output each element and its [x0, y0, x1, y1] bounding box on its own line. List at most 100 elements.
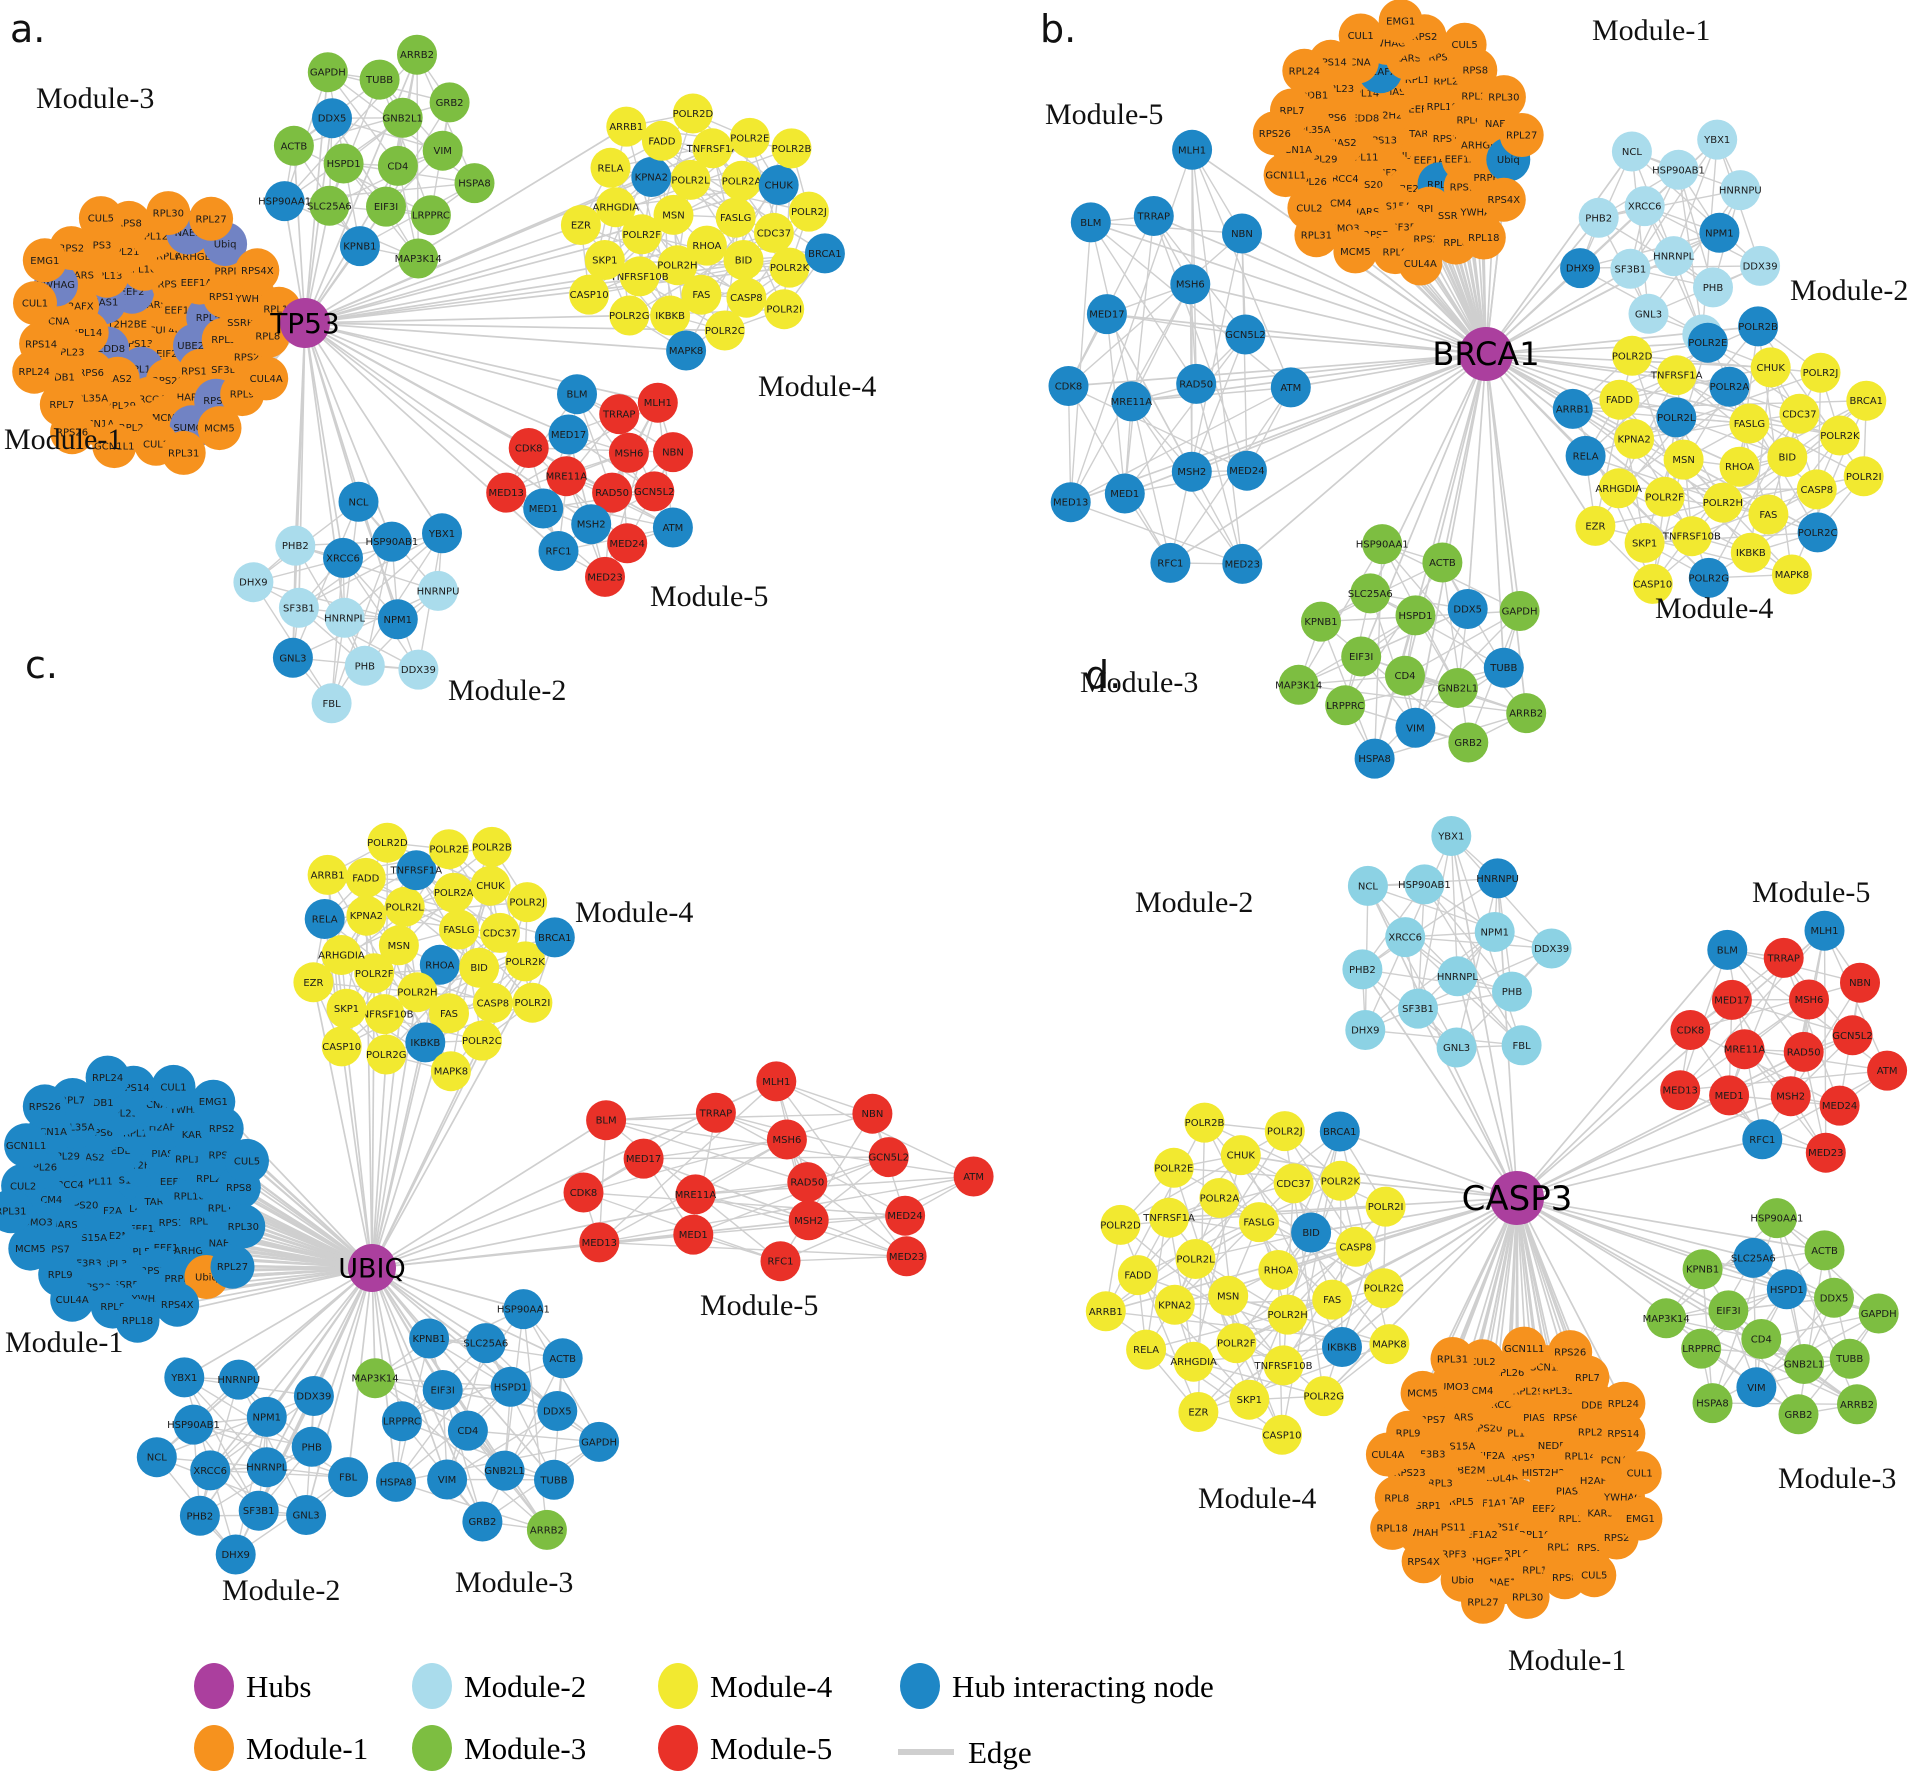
node-label: CUL4B	[1390, 151, 1423, 162]
node-label: SCN1A	[33, 1127, 67, 1138]
node-label: PRPF3	[165, 1274, 196, 1285]
hub-edge	[1339, 1130, 1518, 1199]
edge	[1652, 459, 1685, 585]
node-label: GCN5L2	[1225, 330, 1266, 341]
node-HNRNPU	[218, 1359, 259, 1400]
node-label: RPS3	[208, 1151, 234, 1162]
node-RFC1	[1150, 542, 1191, 583]
node-RELA	[1565, 435, 1606, 476]
node-RPS26	[50, 410, 95, 455]
node-label: POLR2H	[397, 988, 437, 999]
node-EZR	[1178, 1392, 1219, 1432]
node-FAS	[1312, 1279, 1353, 1320]
node-MED23	[1222, 543, 1263, 584]
node-label: MSH6	[1795, 995, 1824, 1006]
node-label: RPL12	[1522, 1566, 1553, 1577]
hub-edge	[1417, 1008, 1518, 1199]
edge	[1090, 221, 1292, 388]
node-TUBB	[1829, 1338, 1870, 1379]
node-label: CUL4B	[148, 326, 181, 337]
node-label: POLR2D	[1100, 1220, 1141, 1231]
node-label: MAPK8	[1775, 570, 1809, 581]
node-label: POLR2E	[730, 133, 769, 144]
node-EZR	[1575, 505, 1616, 546]
node-label: SF3B3	[1414, 1449, 1446, 1460]
node-label: RPS26	[29, 1102, 61, 1113]
node-POLR2L	[1656, 397, 1697, 438]
nodes: RAD50 MRE11A MSH6 MSH2 MED17 GCN5L2 MED1 TRRAP M…	[1048, 0, 1887, 779]
node-RHOA	[1258, 1250, 1299, 1290]
node-TUBB	[1483, 647, 1524, 688]
node-POLR2G	[1303, 1376, 1344, 1417]
node-LRPPRC	[1325, 685, 1366, 726]
node-POLR2B	[1738, 306, 1779, 347]
node-label: GNB2L1	[383, 113, 423, 124]
node-label: SF3B3	[70, 1259, 102, 1270]
node-RHOA	[686, 225, 727, 266]
node-label: RPS11	[1434, 1523, 1466, 1534]
node-label: GNL3	[293, 1511, 320, 1522]
node-label: CHUK	[476, 881, 505, 892]
node-RPL18	[1370, 1505, 1415, 1550]
node-MCM5	[1333, 229, 1378, 274]
node-EIF3I	[1341, 636, 1382, 677]
node-label: RPL18	[1377, 1523, 1408, 1534]
hub-edge	[1516, 1029, 1691, 1199]
node-POLR2C	[1797, 512, 1838, 553]
node-label: RPS4X	[161, 1300, 194, 1311]
node-GRB2	[462, 1501, 503, 1542]
node-label: RPS6	[87, 1128, 113, 1139]
node-MSH2	[571, 504, 612, 545]
hub-edge	[371, 1191, 584, 1269]
node-label: POLR2D	[367, 838, 408, 849]
node-label: POLR2H	[1703, 498, 1743, 509]
edge	[1191, 149, 1292, 388]
node-label: CASP10	[1633, 579, 1672, 590]
node-label: GNL3	[279, 653, 306, 664]
node-label: HSPA8	[1696, 1399, 1728, 1410]
node-label: RPS23	[234, 352, 266, 363]
node-GCN5L2	[1832, 1015, 1873, 1056]
node-label: SUMO3	[1323, 224, 1360, 235]
node-label: PIAS1	[1383, 87, 1412, 98]
node-label: PIAS2	[76, 1153, 105, 1164]
node-RPL27	[1499, 113, 1544, 157]
node-label: RPL29	[105, 401, 136, 412]
hub-edge	[246, 1160, 373, 1269]
hub-edge	[1068, 353, 1487, 387]
node-DDX5	[1814, 1277, 1854, 1318]
node-FBL	[328, 1457, 369, 1498]
node-HSPA8	[1692, 1383, 1733, 1424]
node-RPL18	[115, 1298, 160, 1343]
node-label: RPL3	[1428, 1479, 1453, 1490]
node-label: TARS	[143, 1197, 169, 1208]
hub-edge	[371, 885, 492, 1269]
edge	[1726, 949, 1805, 1053]
node-label: RPS8	[1462, 66, 1488, 77]
hub-edge	[304, 322, 578, 396]
node-label: POLR2A	[1710, 382, 1750, 393]
node-MAP3K14	[355, 1358, 396, 1399]
node-label: EEF2	[120, 287, 145, 298]
node-ARHGDIA	[595, 187, 636, 228]
node-label: SF3B3	[211, 365, 243, 376]
hub-edge	[371, 1233, 694, 1269]
node-ARRB2	[1837, 1384, 1877, 1425]
node-TNFRSF10B	[1671, 516, 1712, 557]
node-label: KPNB1	[343, 242, 376, 253]
node-label: MED24	[1229, 466, 1264, 477]
node-label: NCL	[147, 1453, 167, 1464]
node-label: RPS23	[1413, 234, 1445, 245]
node-label: EEF2	[1532, 1504, 1557, 1515]
node-label: RPL6	[156, 252, 181, 263]
node-label: MED13	[489, 488, 524, 499]
node-label: BID	[1302, 1228, 1320, 1239]
node-MSH2	[1171, 451, 1212, 492]
node-label: IKBKB	[1327, 1343, 1357, 1354]
node-label: HIST2H2BE	[115, 1160, 171, 1171]
node-NPM1	[1474, 912, 1515, 952]
node-PHB	[291, 1426, 332, 1467]
node-label: PHB2	[282, 541, 309, 552]
node-label: POLR2I	[1368, 1202, 1404, 1213]
edge	[1298, 543, 1383, 686]
